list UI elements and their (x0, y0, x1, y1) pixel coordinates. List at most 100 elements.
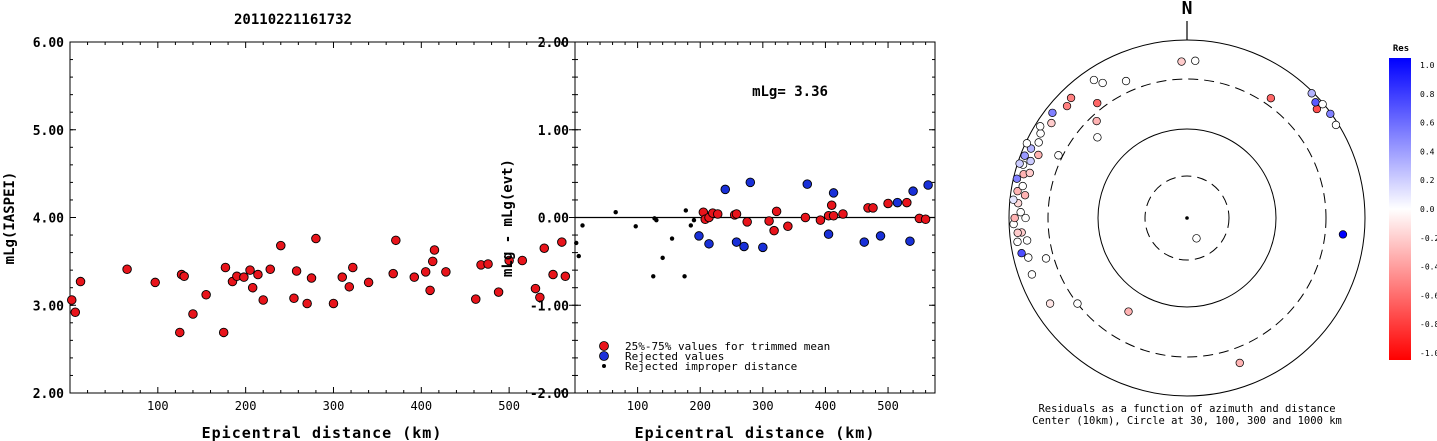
polar-data-point (1016, 208, 1025, 217)
polar-data-point (1266, 94, 1276, 103)
x-tick-label: 200 (235, 399, 257, 413)
middle-x-ticks: 100 200 300 400 500 (587, 42, 927, 413)
colorbar-tick-label: -0.4 (1420, 263, 1437, 272)
colorbar-ticks: 1.0 0.8 0.6 0.4 0.2 0.0 -0.2 -0.4 -0.6 -0.8 -1.0 (1420, 61, 1437, 358)
legend-marker-improper-distance (602, 364, 606, 368)
colorbar-tick-label: 1.0 (1420, 61, 1435, 70)
residual-scatter-panel: 100 200 300 400 500 -2.00 -1.00 0.00 1.00 2.00 m… (500, 36, 936, 441)
data-point (265, 264, 275, 275)
polar-data-point (1024, 253, 1033, 262)
polar-data-points (1009, 56, 1348, 368)
data-point (420, 267, 431, 277)
y-tick-label: 2.00 (538, 36, 569, 51)
data-point (429, 245, 440, 255)
ring-300km (1097, 128, 1277, 308)
polar-caption-line1: Residuals as a function of azimuth and d… (1038, 403, 1335, 415)
left-scatter-panel: 100 200 300 400 500 2.00 3.00 4.00 5.00 6.00 Epi… (2, 36, 576, 441)
data-point (218, 327, 229, 338)
colorbar-tick-label: 0.0 (1420, 205, 1435, 214)
polar-data-point (1054, 151, 1063, 160)
data-point (483, 259, 493, 269)
polar-data-point (1022, 139, 1032, 148)
data-point-dot (688, 223, 694, 228)
y-tick-label: 3.00 (33, 299, 64, 314)
data-point (302, 298, 312, 309)
polar-data-point (1010, 213, 1019, 223)
polar-data-point (1013, 187, 1022, 196)
data-point (67, 295, 77, 305)
data-point-dot (576, 253, 581, 259)
y-tick-label: 0.00 (538, 212, 569, 227)
data-point-dot (683, 208, 689, 213)
left-x-ticks: 100 200 300 400 500 (87, 42, 563, 413)
epicenter-dot (1185, 216, 1189, 220)
data-point (441, 267, 451, 277)
data-point-dot (669, 236, 675, 241)
x-tick-label: 300 (323, 399, 345, 413)
data-point (427, 256, 438, 267)
ring-1000km (1047, 78, 1327, 358)
data-point (548, 269, 558, 280)
data-point (276, 240, 286, 251)
data-point (220, 262, 231, 273)
data-point (289, 293, 299, 303)
data-point (409, 272, 420, 282)
y-tick-label: -1.00 (530, 299, 569, 314)
data-point (742, 217, 752, 227)
polar-data-point (1027, 270, 1037, 279)
data-point (388, 268, 398, 279)
polar-data-point (1020, 151, 1029, 160)
colorbar-title: Res (1393, 44, 1409, 54)
polar-data-point (1311, 98, 1320, 107)
data-point (828, 188, 839, 198)
data-point (425, 285, 435, 296)
y-tick-label: 1.00 (538, 124, 569, 139)
data-point (306, 273, 317, 283)
x-tick-label: 500 (498, 399, 520, 413)
middle-y-ticks: -2.00 -1.00 0.00 1.00 2.00 (530, 36, 935, 402)
data-point (560, 271, 571, 282)
colorbar-tick-label: -0.8 (1420, 320, 1437, 329)
left-y-ticks: 2.00 3.00 4.00 5.00 6.00 (33, 36, 575, 402)
data-point (348, 262, 358, 273)
data-point (328, 298, 339, 309)
legend-label-trimmed-mean: 25%-75% values for trimmed mean (625, 340, 830, 353)
data-point (201, 289, 211, 300)
x-tick-label: 300 (752, 399, 774, 413)
polar-data-point (1093, 133, 1102, 142)
polar-data-point (1034, 150, 1043, 160)
polar-data-point (1066, 93, 1076, 103)
polar-data-point (1018, 181, 1027, 191)
polar-data-point (1093, 98, 1102, 108)
x-tick-label: 400 (410, 399, 432, 413)
colorbar-tick-label: 0.2 (1420, 176, 1435, 185)
polar-data-point (1009, 195, 1018, 204)
polar-data-point (1124, 307, 1133, 316)
data-point (815, 215, 826, 225)
polar-data-point (1047, 118, 1056, 128)
data-point (122, 264, 132, 275)
data-point (70, 307, 81, 318)
x-tick-label: 500 (877, 399, 899, 413)
data-point (764, 216, 774, 226)
y-tick-label: -2.00 (530, 387, 569, 402)
polar-data-point (1025, 168, 1034, 178)
polar-data-point (1036, 122, 1045, 131)
data-point (745, 177, 756, 188)
data-point (391, 235, 401, 246)
polar-data-point (1045, 299, 1055, 308)
data-point (823, 229, 834, 239)
colorbar-tick-label: 0.6 (1420, 119, 1435, 128)
polar-data-point (1098, 78, 1107, 88)
left-data-points (67, 233, 571, 338)
mlg-annotation: mLg= 3.36 (752, 84, 828, 100)
polar-data-point (1022, 236, 1032, 245)
data-point (247, 282, 258, 293)
polar-residual-panel: N Residuals as a function of azimuth and… (1008, 0, 1366, 427)
data-point (188, 309, 198, 319)
polar-data-point (1073, 299, 1082, 308)
data-point (828, 210, 839, 221)
data-point (471, 294, 481, 304)
polar-data-point (1338, 230, 1348, 239)
left-y-axis-label: mLg(IASPEI) (2, 172, 18, 265)
